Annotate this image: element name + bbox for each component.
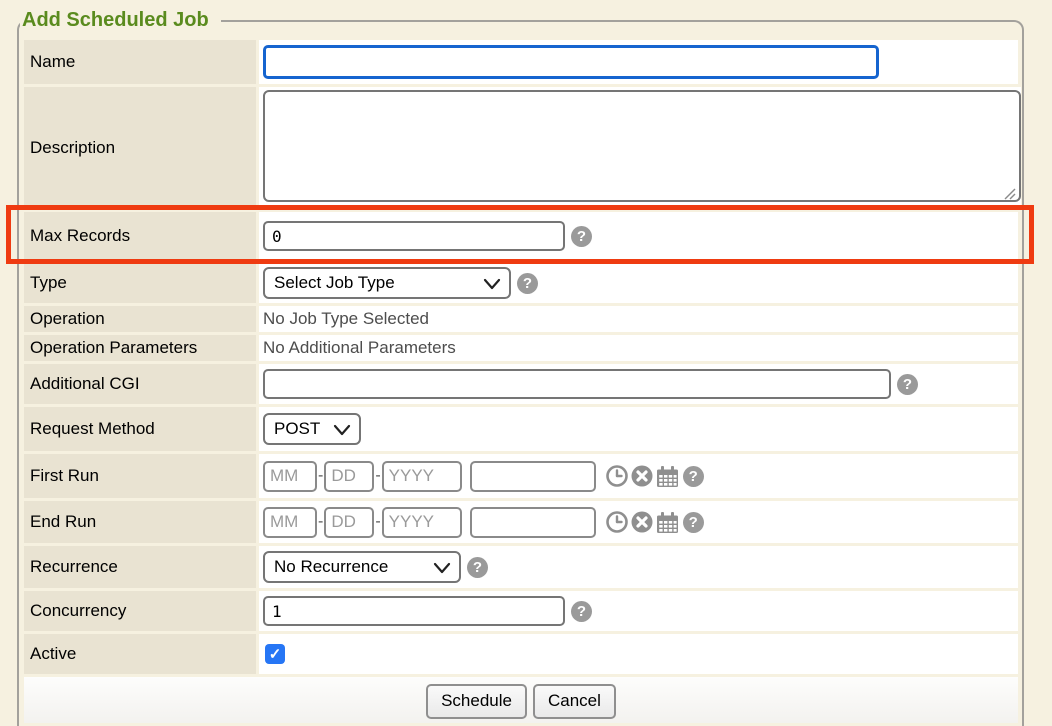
chevron-down-icon [433,562,451,574]
job-type-selected-value: Select Job Type [274,273,395,292]
recurrence-help-icon[interactable]: ? [467,556,488,578]
end-run-icon-strip: ? [605,511,704,534]
date-separator: - [318,513,324,530]
row-max-records: Max Records ? [24,212,1018,260]
first-run-date-group: - - [263,460,596,492]
first-run-calendar-button[interactable] [656,465,679,488]
request-method-selected-value: POST [274,419,321,438]
chevron-down-icon [483,278,501,290]
row-first-run: First Run - - ? [24,454,1018,498]
row-type: Type Select Job Type ? [24,263,1018,303]
date-separator: - [375,513,381,530]
max-records-annotated-wrap: Max Records ? [6,205,1034,264]
name-label: Name [24,40,256,84]
additional-cgi-input[interactable] [263,369,891,399]
first-run-value-cell: - - ? [259,454,1018,498]
end-run-clear-button[interactable] [630,511,653,533]
form-rows: Name Description Max Records ? [6,40,1034,723]
request-method-label: Request Method [24,407,256,451]
end-run-date-group: - - [263,506,596,538]
operation-parameters-value-cell: No Additional Parameters [259,335,1018,361]
page-title: Add Scheduled Job [20,7,221,33]
first-run-month-input[interactable] [263,460,317,492]
operation-parameters-status-text: No Additional Parameters [263,338,456,357]
row-operation-parameters: Operation Parameters No Additional Param… [24,335,1018,361]
first-run-year-input[interactable] [381,460,462,492]
name-value-cell [259,40,1018,84]
schedule-button[interactable]: Schedule [426,684,527,719]
end-run-label: End Run [24,501,256,543]
end-run-help-icon[interactable]: ? [682,511,704,533]
description-textarea[interactable] [263,89,1021,202]
concurrency-input[interactable] [263,596,565,626]
end-run-year-input[interactable] [381,506,462,538]
form-buttons-row: Schedule Cancel [24,677,1018,723]
end-run-month-input[interactable] [263,506,317,538]
operation-value-cell: No Job Type Selected [259,306,1018,332]
recurrence-label: Recurrence [24,546,256,588]
first-run-day-input[interactable] [324,460,375,492]
additional-cgi-label: Additional CGI [24,364,256,404]
row-name: Name [24,40,1018,84]
row-request-method: Request Method POST [24,407,1018,451]
row-recurrence: Recurrence No Recurrence ? [24,546,1018,588]
description-label: Description [24,87,256,209]
row-end-run: End Run - - ? [24,501,1018,543]
end-run-time-input[interactable] [469,506,596,538]
calendar-icon [656,465,678,487]
calendar-icon [656,511,678,533]
request-method-select[interactable]: POST [263,413,361,445]
max-records-value-cell: ? [259,212,1018,260]
description-value-cell [259,87,1021,209]
active-checkbox[interactable]: ✓ [265,644,285,664]
max-records-help-icon[interactable]: ? [571,225,592,247]
operation-label: Operation [24,306,256,332]
row-additional-cgi: Additional CGI ? [24,364,1018,404]
first-run-label: First Run [24,454,256,498]
chevron-down-icon [333,424,351,436]
additional-cgi-help-icon[interactable]: ? [897,373,918,395]
row-concurrency: Concurrency ? [24,591,1018,631]
first-run-time-picker-button[interactable] [605,465,628,487]
recurrence-selected-value: No Recurrence [274,557,389,576]
operation-status-text: No Job Type Selected [263,309,430,328]
type-label: Type [24,263,256,303]
resize-grip-icon[interactable] [1004,187,1016,200]
max-records-label: Max Records [24,212,256,260]
end-run-time-picker-button[interactable] [605,511,628,533]
end-run-value-cell: - - ? [259,501,1018,543]
active-value-cell: ✓ [259,634,1018,674]
first-run-icon-strip: ? [605,465,704,488]
job-type-select[interactable]: Select Job Type [263,267,511,299]
first-run-time-input[interactable] [469,460,596,492]
operation-parameters-label: Operation Parameters [24,335,256,361]
clock-icon [605,465,628,487]
max-records-input[interactable] [263,221,565,251]
end-run-calendar-button[interactable] [656,511,679,534]
concurrency-help-icon[interactable]: ? [571,600,592,622]
additional-cgi-value-cell: ? [259,364,1018,404]
first-run-help-icon[interactable]: ? [682,465,704,487]
type-help-icon[interactable]: ? [517,272,538,294]
name-input[interactable] [263,45,879,79]
clock-icon [605,511,628,533]
end-run-day-input[interactable] [324,506,375,538]
concurrency-value-cell: ? [259,591,1018,631]
x-circle-icon [630,511,653,533]
cancel-button[interactable]: Cancel [532,684,616,719]
request-method-value-cell: POST [259,407,1018,451]
concurrency-label: Concurrency [24,591,256,631]
recurrence-value-cell: No Recurrence ? [259,546,1018,588]
row-active: Active ✓ [24,634,1018,674]
first-run-clear-button[interactable] [630,465,653,487]
row-operation: Operation No Job Type Selected [24,306,1018,332]
row-description: Description [24,87,1021,209]
recurrence-select[interactable]: No Recurrence [263,551,461,583]
add-scheduled-job-panel: Add Scheduled Job Name Description Max R… [6,7,1034,726]
date-separator: - [318,467,324,484]
active-label: Active [24,634,256,674]
type-value-cell: Select Job Type ? [259,263,1018,303]
x-circle-icon [630,465,653,487]
date-separator: - [375,467,381,484]
